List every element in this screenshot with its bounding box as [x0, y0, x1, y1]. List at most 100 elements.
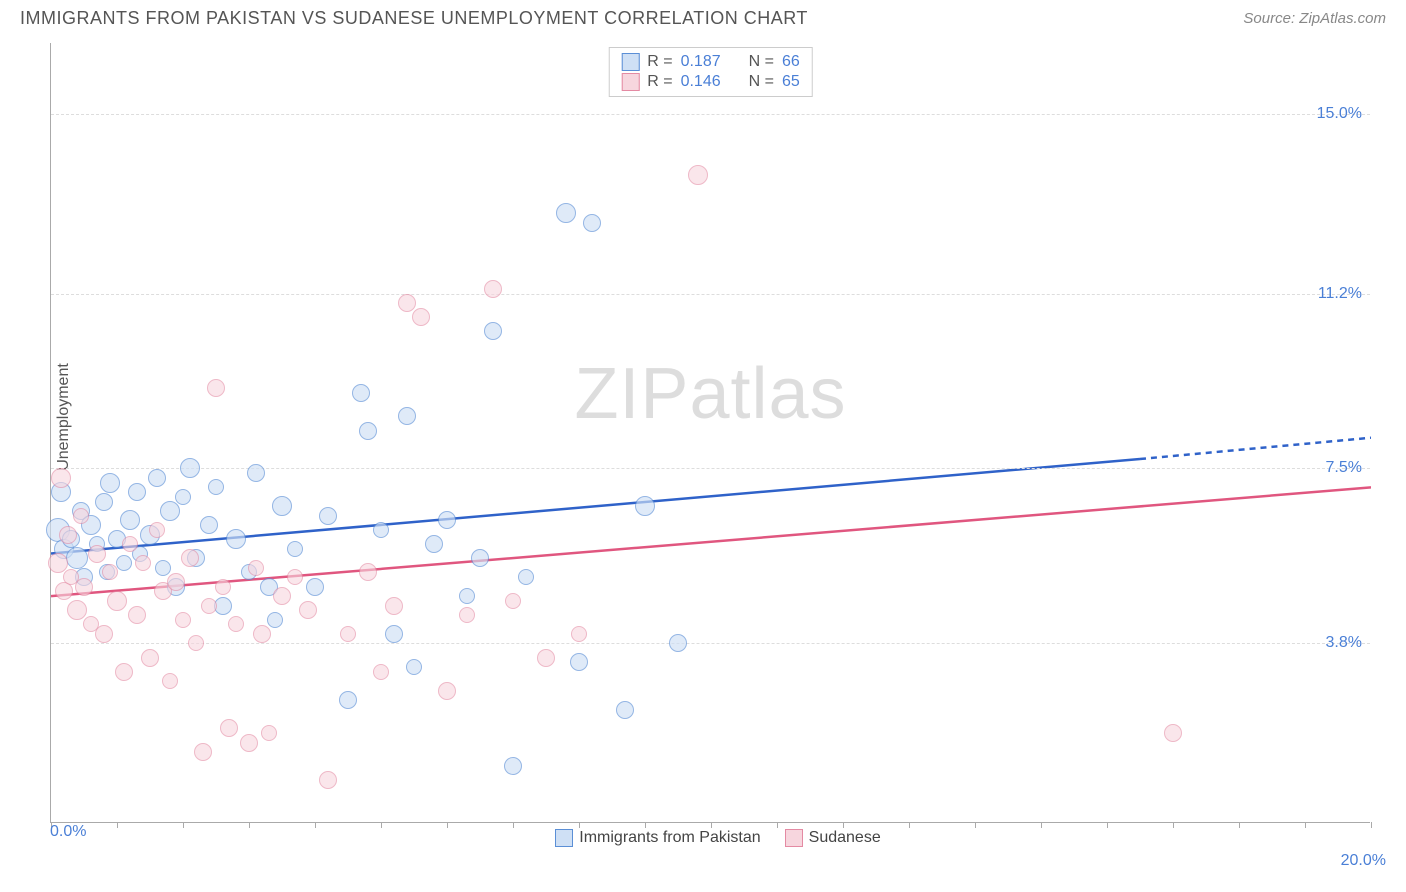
- source-attribution: Source: ZipAtlas.com: [1243, 10, 1386, 27]
- scatter-point: [88, 545, 106, 563]
- scatter-point: [240, 734, 258, 752]
- scatter-point: [107, 591, 127, 611]
- scatter-point: [95, 625, 113, 643]
- x-axis: 0.0% Immigrants from PakistanSudanese 20…: [50, 823, 1386, 853]
- gridline: [51, 294, 1370, 295]
- scatter-point: [583, 214, 601, 232]
- header: IMMIGRANTS FROM PAKISTAN VS SUDANESE UNE…: [0, 0, 1406, 33]
- y-tick-label: 11.2%: [1318, 285, 1362, 303]
- scatter-point: [352, 384, 370, 402]
- scatter-point: [226, 529, 246, 549]
- scatter-point: [272, 496, 292, 516]
- scatter-point: [267, 612, 283, 628]
- scatter-point: [459, 588, 475, 604]
- r-label: R =: [647, 73, 672, 91]
- legend-swatch: [785, 829, 803, 847]
- scatter-point: [459, 607, 475, 623]
- scatter-point: [160, 501, 180, 521]
- scatter-point: [228, 616, 244, 632]
- scatter-point: [261, 725, 277, 741]
- scatter-point: [373, 522, 389, 538]
- legend-item: Sudanese: [785, 829, 881, 847]
- scatter-point: [669, 634, 687, 652]
- scatter-point: [319, 771, 337, 789]
- r-label: R =: [647, 53, 672, 71]
- scatter-point: [306, 578, 324, 596]
- legend-swatch: [621, 73, 639, 91]
- scatter-point: [95, 493, 113, 511]
- scatter-point: [616, 701, 634, 719]
- scatter-point: [570, 653, 588, 671]
- scatter-point: [248, 560, 264, 576]
- x-axis-min-label: 0.0%: [50, 823, 86, 841]
- scatter-point: [122, 536, 138, 552]
- scatter-point: [181, 549, 199, 567]
- scatter-point: [1164, 724, 1182, 742]
- scatter-point: [273, 587, 291, 605]
- legend-row: R =0.187N =66: [621, 52, 800, 72]
- scatter-point: [200, 516, 218, 534]
- scatter-point: [73, 508, 89, 524]
- scatter-point: [220, 719, 238, 737]
- scatter-point: [59, 526, 77, 544]
- trend-lines: [51, 43, 1371, 823]
- scatter-point: [385, 597, 403, 615]
- scatter-point: [116, 555, 132, 571]
- scatter-point: [340, 626, 356, 642]
- legend-item: Immigrants from Pakistan: [555, 829, 760, 847]
- gridline: [51, 114, 1370, 115]
- scatter-point: [180, 458, 200, 478]
- scatter-point: [373, 664, 389, 680]
- scatter-point: [471, 549, 489, 567]
- scatter-point: [359, 422, 377, 440]
- scatter-point: [287, 569, 303, 585]
- scatter-point: [175, 612, 191, 628]
- scatter-point: [120, 510, 140, 530]
- scatter-point: [194, 743, 212, 761]
- series-legend: Immigrants from Pakistan Sudanese: [50, 823, 1386, 852]
- scatter-point: [319, 507, 337, 525]
- scatter-point: [149, 522, 165, 538]
- scatter-point: [253, 625, 271, 643]
- scatter-point: [438, 511, 456, 529]
- scatter-point: [537, 649, 555, 667]
- gridline: [51, 643, 1370, 644]
- watermark: ZIPatlas: [574, 353, 846, 435]
- scatter-point: [688, 165, 708, 185]
- scatter-point: [66, 547, 88, 569]
- scatter-point: [135, 555, 151, 571]
- scatter-point: [359, 563, 377, 581]
- y-tick-label: 15.0%: [1317, 105, 1362, 123]
- correlation-legend: R =0.187N =66R =0.146N =65: [608, 47, 813, 97]
- scatter-point: [484, 280, 502, 298]
- scatter-point: [571, 626, 587, 642]
- scatter-point: [635, 496, 655, 516]
- x-axis-max-label: 20.0%: [1341, 852, 1386, 870]
- scatter-point: [48, 553, 68, 573]
- legend-label: Sudanese: [809, 829, 881, 847]
- scatter-point: [287, 541, 303, 557]
- scatter-point: [188, 635, 204, 651]
- n-label: N =: [749, 53, 774, 71]
- scatter-point: [75, 578, 93, 596]
- n-label: N =: [749, 73, 774, 91]
- scatter-point: [398, 407, 416, 425]
- scatter-point: [141, 649, 159, 667]
- scatter-point: [412, 308, 430, 326]
- scatter-point: [215, 579, 231, 595]
- scatter-point: [128, 606, 146, 624]
- scatter-point: [406, 659, 422, 675]
- scatter-point: [100, 473, 120, 493]
- legend-label: Immigrants from Pakistan: [579, 829, 760, 847]
- scatter-point: [207, 379, 225, 397]
- scatter-point: [167, 573, 185, 591]
- scatter-point: [67, 600, 87, 620]
- scatter-point: [115, 663, 133, 681]
- scatter-point: [438, 682, 456, 700]
- scatter-point: [148, 469, 166, 487]
- plot-area: ZIPatlas R =0.187N =66R =0.146N =65 3.8%…: [50, 43, 1370, 823]
- n-value: 66: [782, 53, 800, 71]
- scatter-point: [299, 601, 317, 619]
- n-value: 65: [782, 73, 800, 91]
- y-tick-label: 3.8%: [1326, 634, 1362, 652]
